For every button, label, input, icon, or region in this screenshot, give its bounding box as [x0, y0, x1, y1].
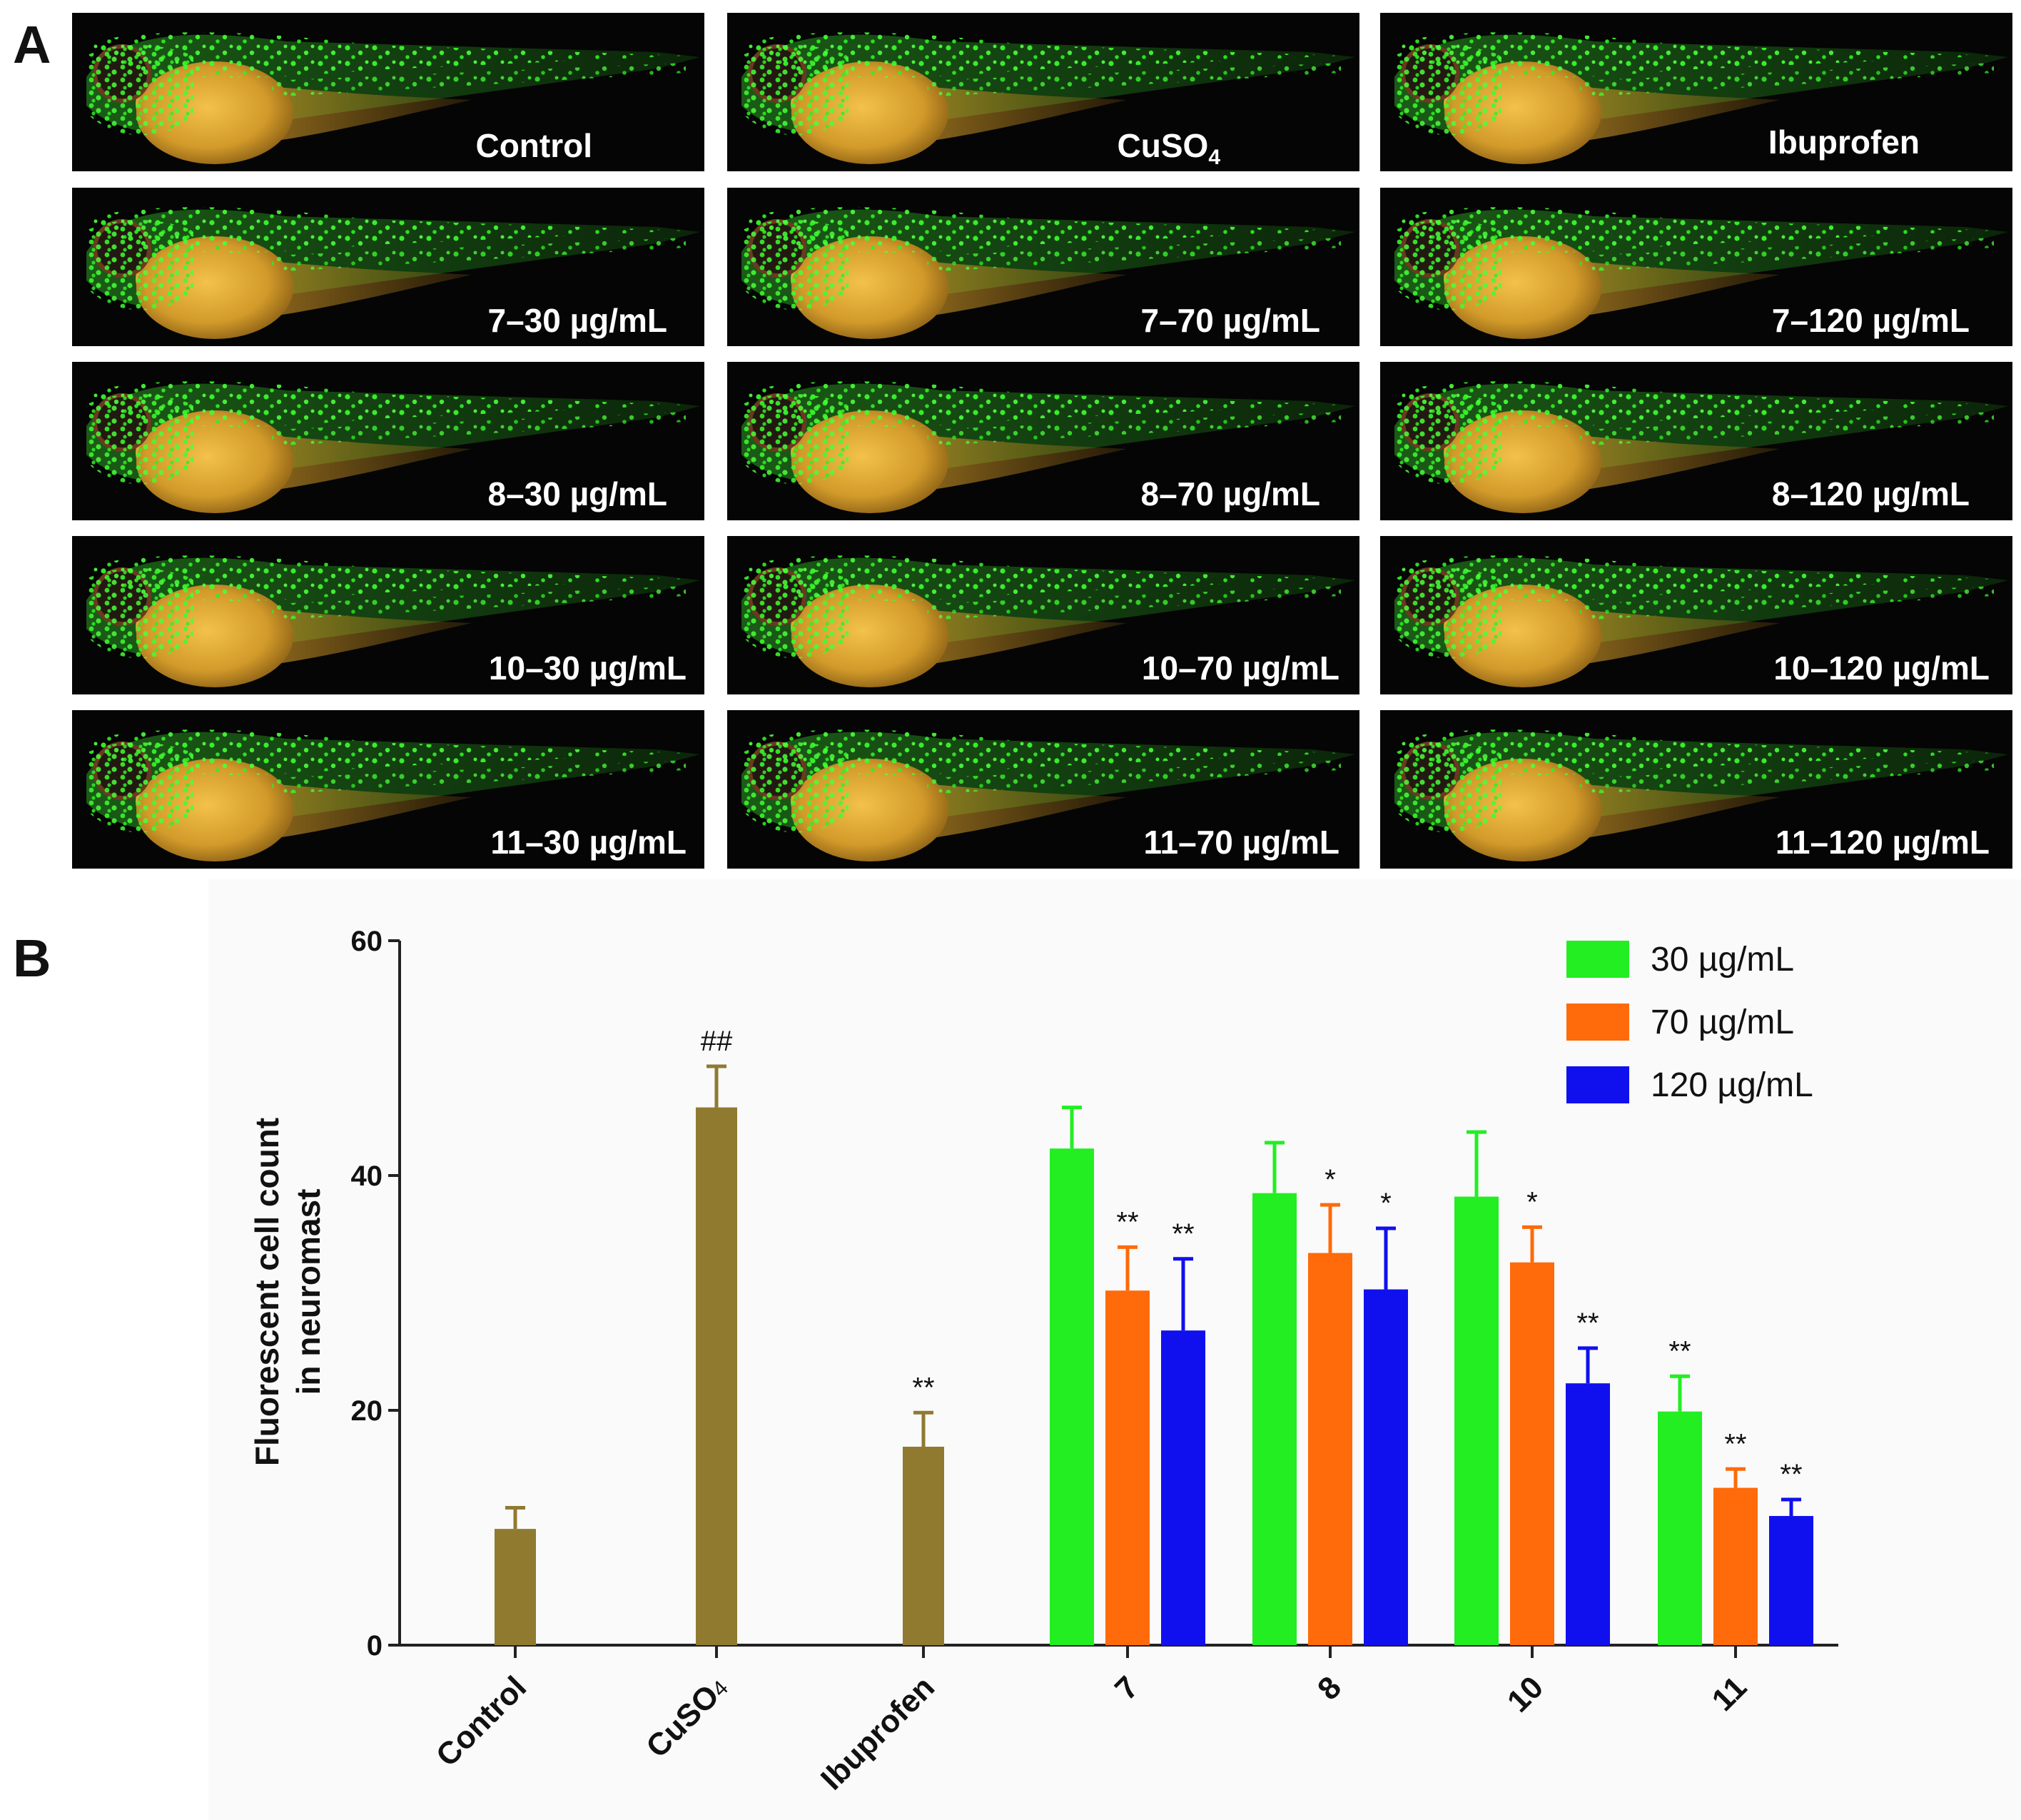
group-11-x-label: 11	[1706, 1669, 1754, 1718]
bar-cuso	[696, 1107, 737, 1645]
zebrafish-image-grid: Control CuSO4 Ibuprofen 7–30 µg/mL 7–70 …	[0, 0, 2021, 878]
bar-11-30-annotation: **	[1668, 1335, 1691, 1367]
legend-label-30: 30 µg/mL	[1651, 941, 1794, 979]
bar-8-120	[1364, 1289, 1408, 1645]
label-10-30: 10–30 µg/mL	[489, 649, 687, 687]
group-10-x-label-main: 10	[1501, 1669, 1550, 1719]
label-7-70: 7–70 µg/mL	[1141, 302, 1321, 339]
label-11-30: 11–30 µg/mL	[490, 824, 687, 861]
label-7-30: 7–30 µg/mL	[488, 302, 668, 339]
label-11-120: 11–120 µg/mL	[1776, 824, 1990, 861]
label-8-70: 8–70 µg/mL	[1141, 475, 1321, 512]
label-8-120: 8–120 µg/mL	[1772, 475, 1970, 512]
legend-swatch-120	[1566, 1066, 1629, 1103]
bar-7-120	[1161, 1330, 1205, 1645]
group-8-x-label-main: 8	[1311, 1669, 1348, 1707]
label-10-120: 10–120 µg/mL	[1773, 649, 1990, 687]
bar-8-70-annotation: *	[1324, 1164, 1336, 1195]
label-cuso4-main: CuSO	[1118, 127, 1209, 164]
group-ibuprofen-x-label: Ibuprofen	[814, 1669, 941, 1796]
bar-ibuprofen	[903, 1446, 944, 1645]
label-cuso4: CuSO4	[1118, 127, 1221, 169]
panel-b-label: B	[13, 929, 51, 988]
bar-8-70	[1308, 1253, 1352, 1645]
group-8-x-label: 8	[1311, 1669, 1348, 1707]
bar-8-30	[1252, 1193, 1297, 1645]
legend-swatch-30	[1566, 941, 1629, 978]
bar-11-30	[1658, 1411, 1702, 1645]
group-10-x-label: 10	[1501, 1669, 1550, 1719]
group-control-x-label: Control	[430, 1669, 533, 1773]
group-control-x-label-main: Control	[430, 1669, 533, 1773]
legend-label-120: 120 µg/mL	[1651, 1066, 1813, 1104]
y-axis-title-line: in neuromast	[290, 1189, 327, 1395]
group-11-x-label-main: 11	[1706, 1669, 1754, 1718]
group-7-x-label-main: 7	[1108, 1669, 1145, 1707]
bar-10-70	[1510, 1262, 1554, 1645]
bar-control	[495, 1529, 536, 1645]
y-tick-label: 60	[351, 926, 383, 957]
bar-ibuprofen-annotation: **	[912, 1372, 934, 1403]
legend-label-70: 70 µg/mL	[1651, 1003, 1794, 1041]
bar-7-30	[1050, 1148, 1094, 1645]
bar-7-70	[1105, 1290, 1150, 1645]
group-ibuprofen-x-label-main: Ibuprofen	[814, 1669, 941, 1796]
group-cuso-x-label: CuSO4	[639, 1669, 734, 1764]
legend-swatch-70	[1566, 1003, 1629, 1041]
label-8-30: 8–30 µg/mL	[488, 475, 668, 512]
label-control: Control	[475, 127, 592, 164]
bar-11-70	[1713, 1487, 1758, 1645]
bar-10-30	[1454, 1196, 1499, 1645]
bar-11-70-annotation: **	[1724, 1428, 1746, 1460]
label-7-120: 7–120 µg/mL	[1772, 302, 1970, 339]
label-10-70: 10–70 µg/mL	[1142, 649, 1339, 687]
bar-cuso-annotation: ##	[701, 1026, 733, 1057]
bar-7-70-annotation: **	[1116, 1206, 1138, 1238]
bar-11-120	[1769, 1516, 1813, 1645]
y-axis-title-line: Fluorescent cell count	[248, 1118, 285, 1466]
y-tick-label: 0	[367, 1630, 383, 1662]
panel-a-label: A	[13, 15, 51, 74]
y-tick-label: 40	[351, 1161, 383, 1192]
label-ibuprofen: Ibuprofen	[1768, 123, 1920, 161]
label-11-70: 11–70 µg/mL	[1143, 824, 1339, 861]
bar-8-120-annotation: *	[1380, 1188, 1392, 1219]
bar-10-70-annotation: *	[1526, 1186, 1538, 1218]
y-tick-label: 20	[351, 1395, 383, 1427]
bar-7-120-annotation: **	[1172, 1218, 1194, 1250]
label-cuso4-sub: 4	[1208, 146, 1220, 169]
bar-11-120-annotation: **	[1780, 1459, 1802, 1490]
group-cuso-x-label-main: CuSO	[639, 1678, 726, 1764]
bar-10-120	[1566, 1383, 1610, 1645]
group-7-x-label: 7	[1108, 1669, 1145, 1707]
bar-10-120-annotation: **	[1576, 1308, 1599, 1339]
y-axis-title: Fluorescent cell count in neuromast	[248, 1118, 327, 1466]
